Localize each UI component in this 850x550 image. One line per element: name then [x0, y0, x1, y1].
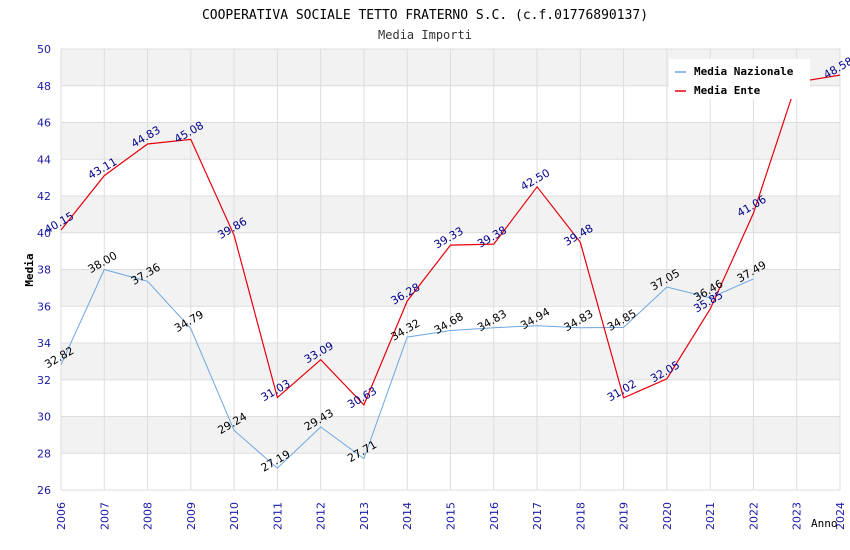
horizontal-gridlines [61, 48, 840, 491]
x-tick-label: 2006 [55, 502, 68, 530]
y-tick-label: 50 [37, 43, 51, 56]
x-tick-label: 2015 [445, 502, 458, 530]
x-tick-label: 2008 [142, 502, 155, 530]
y-tick-label: 30 [37, 411, 51, 424]
legend-label-media-nazionale: Media Nazionale [694, 65, 794, 78]
y-tick-label: 40 [37, 227, 51, 240]
legend: Media Nazionale Media Ente [669, 59, 810, 99]
x-tick-label: 2024 [834, 502, 847, 530]
x-tick-label: 2016 [488, 502, 501, 530]
y-tick-label: 44 [37, 153, 51, 166]
y-tick-label: 34 [37, 337, 51, 350]
chart-subtitle: Media Importi [378, 28, 472, 42]
y-tick-label: 26 [37, 484, 51, 497]
y-tick-label: 46 [37, 117, 51, 130]
x-tick-label: 2017 [531, 502, 544, 530]
x-tick-label: 2014 [401, 502, 414, 530]
legend-box [669, 59, 810, 99]
x-axis-label: Anno [811, 517, 838, 530]
y-tick-label: 36 [37, 300, 51, 313]
y-tick-label: 28 [37, 447, 51, 460]
x-tick-label: 2009 [185, 502, 198, 530]
x-tick-label: 2011 [271, 502, 284, 530]
x-tick-label: 2013 [358, 502, 371, 530]
x-tick-label: 2019 [618, 502, 631, 530]
y-tick-label: 42 [37, 190, 51, 203]
x-tick-label: 2007 [98, 502, 111, 530]
y-tick-label: 38 [37, 264, 51, 277]
x-tick-labels: 2006 2007 2008 2009 2010 2011 2012 2013 2014 2015… [55, 502, 847, 530]
y-tick-label: 32 [37, 374, 51, 387]
series-line-media-nazionale [60, 268, 754, 469]
chart-title: COOPERATIVA SOCIALE TETTO FRATERNO S.C. … [202, 8, 648, 23]
y-tick-label: 48 [37, 80, 51, 93]
legend-label-media-ente: Media Ente [694, 84, 761, 97]
x-tick-label: 2018 [574, 502, 587, 530]
x-tick-label: 2022 [747, 502, 760, 530]
y-tick-labels: 26 28 30 32 34 36 38 40 42 44 46 48 50 [37, 43, 51, 497]
x-tick-label: 2020 [661, 502, 674, 530]
x-tick-label: 2023 [791, 502, 804, 530]
series-line-media-ente [60, 74, 841, 406]
x-tick-label: 2010 [228, 502, 241, 530]
x-tick-label: 2021 [704, 502, 717, 530]
y-axis-label: Media [23, 253, 36, 286]
x-tick-label: 2012 [315, 502, 328, 530]
series-lines [60, 74, 841, 469]
